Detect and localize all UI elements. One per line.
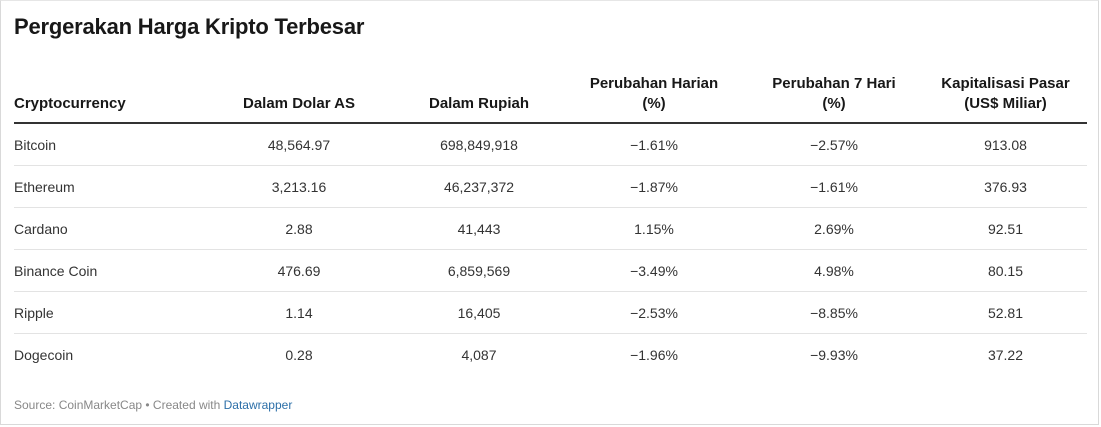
table-row: Bitcoin 48,564.97 698,849,918 −1.61% −2.57% 9… [14,123,1087,166]
cell-weekly-change: 2.69% [744,207,924,250]
cell-daily-change: −3.49% [564,249,744,292]
cell-daily-change: −1.96% [630,346,678,363]
table-row: Binance Coin 476.69 6,859,569 −3.49% 4.98% 80… [14,249,1087,292]
cell-usd-price: 48,564.97 [204,123,394,166]
cell-daily-change: 1.15% [564,207,744,250]
cell-idr-price: 46,237,372 [394,165,564,208]
cell-cryptocurrency: Ripple [14,291,204,334]
cell-daily-change: −1.61% [564,123,744,166]
cell-usd-price: 2.88 [204,207,394,250]
cell-weekly-change: −8.85% [744,291,924,334]
table-row: Dogecoin 0.28 4,087 −1.96% −9.93% 37.22 [14,334,1087,376]
cell-idr-price: 698,849,918 [394,123,564,166]
datawrapper-link[interactable]: Datawrapper [223,398,293,412]
cell-market-cap: 80.15 [924,249,1087,292]
table-header-row: Cryptocurrency Dalam Dolar AS Dalam Rupi… [14,70,1087,124]
cell-daily-change: −1.87% [564,165,744,208]
cell-cryptocurrency: Dogecoin [14,346,74,363]
crypto-price-table: Cryptocurrency Dalam Dolar AS Dalam Rupi… [14,70,1087,375]
cell-usd-price: 476.69 [204,249,394,292]
cell-market-cap: 92.51 [924,207,1087,250]
column-header-cryptocurrency: Cryptocurrency [14,70,204,124]
cell-market-cap: 52.81 [924,291,1087,334]
column-header-idr: Dalam Rupiah [394,70,564,124]
cell-cryptocurrency: Bitcoin [14,123,204,166]
cell-usd-price: 1.14 [204,291,394,334]
cell-usd-price: 3,213.16 [204,165,394,208]
column-header-usd: Dalam Dolar AS [204,70,394,124]
cell-idr-price: 16,405 [394,291,564,334]
cell-market-cap: 37.22 [987,346,1024,363]
cell-weekly-change: −1.61% [744,165,924,208]
column-header-daily-change: Perubahan Harian (%) [564,70,744,124]
cell-weekly-change: −9.93% [810,346,858,363]
cell-idr-price: 41,443 [394,207,564,250]
cell-idr-price: 4,087 [461,346,497,363]
cell-cryptocurrency: Binance Coin [14,249,204,292]
column-header-weekly-change: Perubahan 7 Hari (%) [744,70,924,124]
cell-cryptocurrency: Cardano [14,207,204,250]
source-footer: Source: CoinMarketCap • Created with Dat… [14,398,292,412]
table-row: Ripple 1.14 16,405 −2.53% −8.85% 52.81 [14,291,1087,334]
cell-idr-price: 6,859,569 [394,249,564,292]
source-text: Source: CoinMarketCap • Created with [14,398,224,412]
cell-market-cap: 376.93 [924,165,1087,208]
cell-weekly-change: 4.98% [744,249,924,292]
cell-daily-change: −2.53% [564,291,744,334]
table-row: Ethereum 3,213.16 46,237,372 −1.87% −1.61% 37… [14,165,1087,208]
cell-weekly-change: −2.57% [744,123,924,166]
column-header-market-cap: Kapitalisasi Pasar (US$ Miliar) [924,70,1087,124]
cell-market-cap: 913.08 [924,123,1087,166]
cell-usd-price: 0.28 [285,346,313,363]
table-title: Pergerakan Harga Kripto Terbesar [14,14,365,39]
table-row: Cardano 2.88 41,443 1.15% 2.69% 92.51 [14,207,1087,250]
cell-cryptocurrency: Ethereum [14,165,204,208]
